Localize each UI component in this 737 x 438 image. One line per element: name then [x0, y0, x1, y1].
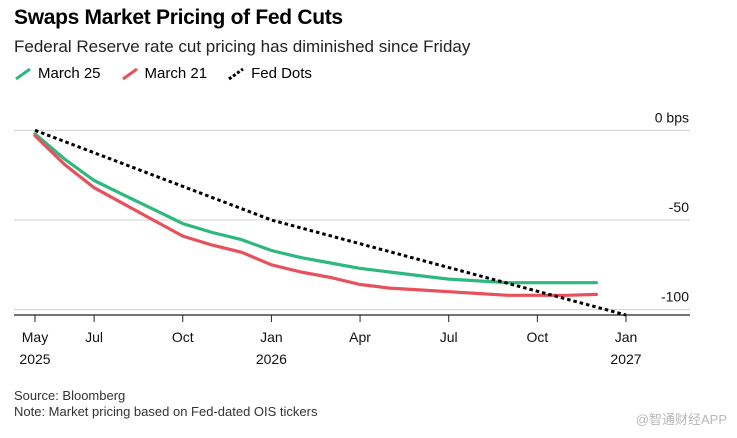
x-tick-label: Apr	[349, 329, 371, 345]
series-line-march-21	[33, 134, 598, 297]
y-tick-label: -50	[669, 199, 689, 215]
series-line-fed-dots	[34, 128, 627, 317]
x-tick-label: Oct	[172, 329, 194, 345]
footnotes: Source: Bloomberg Note: Market pricing b…	[14, 388, 317, 420]
x-tick-label: Jan	[615, 329, 638, 345]
y-tick-label: 0 bps	[655, 109, 689, 125]
x-tick-label: Jan	[260, 329, 283, 345]
x-tick-label: Jul	[85, 329, 103, 345]
x-tick-label: May	[22, 329, 48, 345]
series-line-march-25	[33, 132, 598, 285]
x-tick-year-label: 2027	[610, 351, 641, 367]
watermark: @智通财经APP	[635, 412, 727, 427]
legend-item-march-21: March 21	[121, 65, 208, 82]
legend-item-fed-dots: Fed Dots	[227, 65, 312, 82]
x-tick-year-label: 2026	[256, 351, 287, 367]
chart-title: Swaps Market Pricing of Fed Cuts	[14, 6, 343, 29]
legend-label-march-21: March 21	[144, 65, 208, 82]
x-tick-label: Jul	[440, 329, 458, 345]
legend-item-march-25: March 25	[14, 65, 101, 82]
legend: March 25 March 21 Fed Dots	[14, 65, 312, 82]
line-chart: 0 bps -50 -100 May 2025 Jul Oct Jan 2026 Apr Jul Oc…	[14, 109, 690, 367]
x-tick-year-label: 2025	[19, 351, 50, 367]
source-note: Source: Bloomberg	[14, 388, 126, 403]
legend-swatch-march-21	[121, 67, 138, 80]
legend-swatch-march-25	[15, 67, 31, 80]
x-tick-label: Oct	[526, 329, 548, 345]
y-tick-label: -100	[661, 289, 689, 305]
legend-label-march-25: March 25	[38, 65, 101, 82]
methodology-note: Note: Market pricing based on Fed-dated …	[14, 404, 318, 419]
chart-subtitle: Federal Reserve rate cut pricing has dim…	[14, 37, 471, 56]
legend-label-fed-dots: Fed Dots	[251, 65, 312, 82]
legend-swatch-fed-dots	[228, 67, 244, 80]
